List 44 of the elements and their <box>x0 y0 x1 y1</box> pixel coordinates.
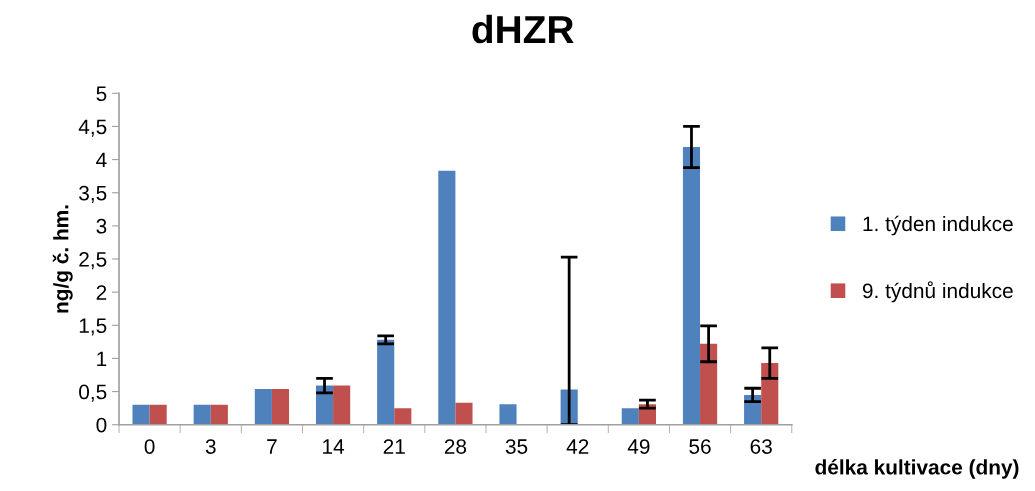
bar <box>682 146 701 425</box>
y-tick-label: 2 <box>96 285 107 300</box>
x-tick-label: 49 <box>627 439 650 454</box>
legend-label: 9. týdnů indukce <box>862 281 1013 303</box>
x-axis-title: délka kultivace (dny) <box>815 459 1019 479</box>
bar <box>210 404 228 425</box>
x-tick-label: 7 <box>267 439 277 454</box>
legend-label: 1. týden indukce <box>863 215 1013 236</box>
y-tick-label: 3,5 <box>79 185 107 203</box>
y-tick-label: 1 <box>97 351 107 366</box>
x-tick-label: 42 <box>566 439 589 454</box>
bar <box>377 339 395 425</box>
x-tick-label: 28 <box>444 439 467 454</box>
x-tick-label: 3 <box>205 439 216 454</box>
bar <box>254 388 272 425</box>
bar <box>193 404 211 425</box>
bar <box>149 404 167 425</box>
y-tick-label: 5 <box>96 86 107 102</box>
x-tick-label: 0 <box>144 439 155 454</box>
x-tick-label: 63 <box>750 439 772 454</box>
bar <box>455 402 473 425</box>
y-tick-label: 3 <box>96 218 107 234</box>
bar <box>761 363 779 425</box>
y-tick-label: 2,5 <box>79 252 107 270</box>
x-tick-label: 35 <box>505 439 528 454</box>
bar <box>271 388 290 425</box>
y-tick-label: 4,5 <box>78 119 107 137</box>
bar <box>394 408 412 425</box>
bar <box>499 404 517 425</box>
bar <box>700 343 718 425</box>
x-tick-label: 14 <box>323 439 345 454</box>
bar <box>315 385 334 425</box>
x-tick-label: 21 <box>383 439 405 454</box>
y-tick-label: 0 <box>96 417 107 433</box>
chart-title: dHZR <box>472 14 574 44</box>
bar <box>438 170 456 425</box>
y-tick-label: 0,5 <box>79 384 107 402</box>
y-tick-label: 4 <box>96 152 107 168</box>
bar <box>333 385 351 425</box>
bar <box>621 408 639 425</box>
x-tick-label: 56 <box>689 439 711 454</box>
bar <box>132 404 150 425</box>
y-tick-label: 1,5 <box>79 318 107 336</box>
y-axis-title: ng/g č. hm. <box>52 205 73 313</box>
